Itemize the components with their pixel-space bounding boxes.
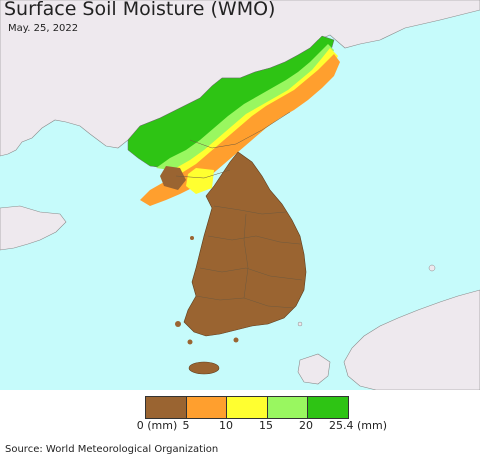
legend-tick-2: 10	[219, 419, 233, 432]
island	[428, 264, 436, 272]
legend: 0 (mm) 5 10 15 20 25.4 (mm)	[0, 390, 480, 440]
source-credit: Source: World Meteorological Organizatio…	[5, 444, 219, 455]
soil-moisture-map	[0, 0, 480, 390]
legend-tick-0: 0 (mm)	[136, 419, 178, 432]
land-japan	[343, 289, 480, 390]
legend-color-bar	[145, 396, 349, 419]
north-korea-orange	[140, 54, 340, 206]
legend-swatch-0	[146, 397, 187, 418]
nk-brown-patch	[160, 166, 186, 190]
map-title: Surface Soil Moisture (WMO)	[4, 0, 276, 20]
legend-tick-4: 20	[299, 419, 313, 432]
legend-swatch-4	[308, 397, 348, 418]
legend-swatch-2	[227, 397, 268, 418]
legend-tick-3: 15	[259, 419, 273, 432]
land-shandong	[0, 205, 67, 251]
legend-swatch-1	[186, 397, 228, 418]
island	[175, 321, 181, 327]
legend-tick-1: 5	[182, 419, 190, 432]
island	[190, 236, 194, 240]
legend-tick-5: 25.4 (mm)	[328, 419, 388, 432]
island	[233, 337, 239, 343]
north-korea-lightgreen	[156, 44, 334, 170]
jeju-island	[188, 361, 220, 375]
island	[297, 321, 303, 327]
map-date: May. 25, 2022	[8, 23, 79, 34]
north-korea-yellow	[172, 48, 338, 176]
island	[187, 339, 193, 345]
province-borders	[175, 111, 303, 309]
legend-swatch-3	[267, 397, 309, 418]
land-japan-kyushu	[297, 353, 331, 385]
yellow-patch	[186, 168, 214, 194]
south-korea-brown	[183, 151, 307, 337]
